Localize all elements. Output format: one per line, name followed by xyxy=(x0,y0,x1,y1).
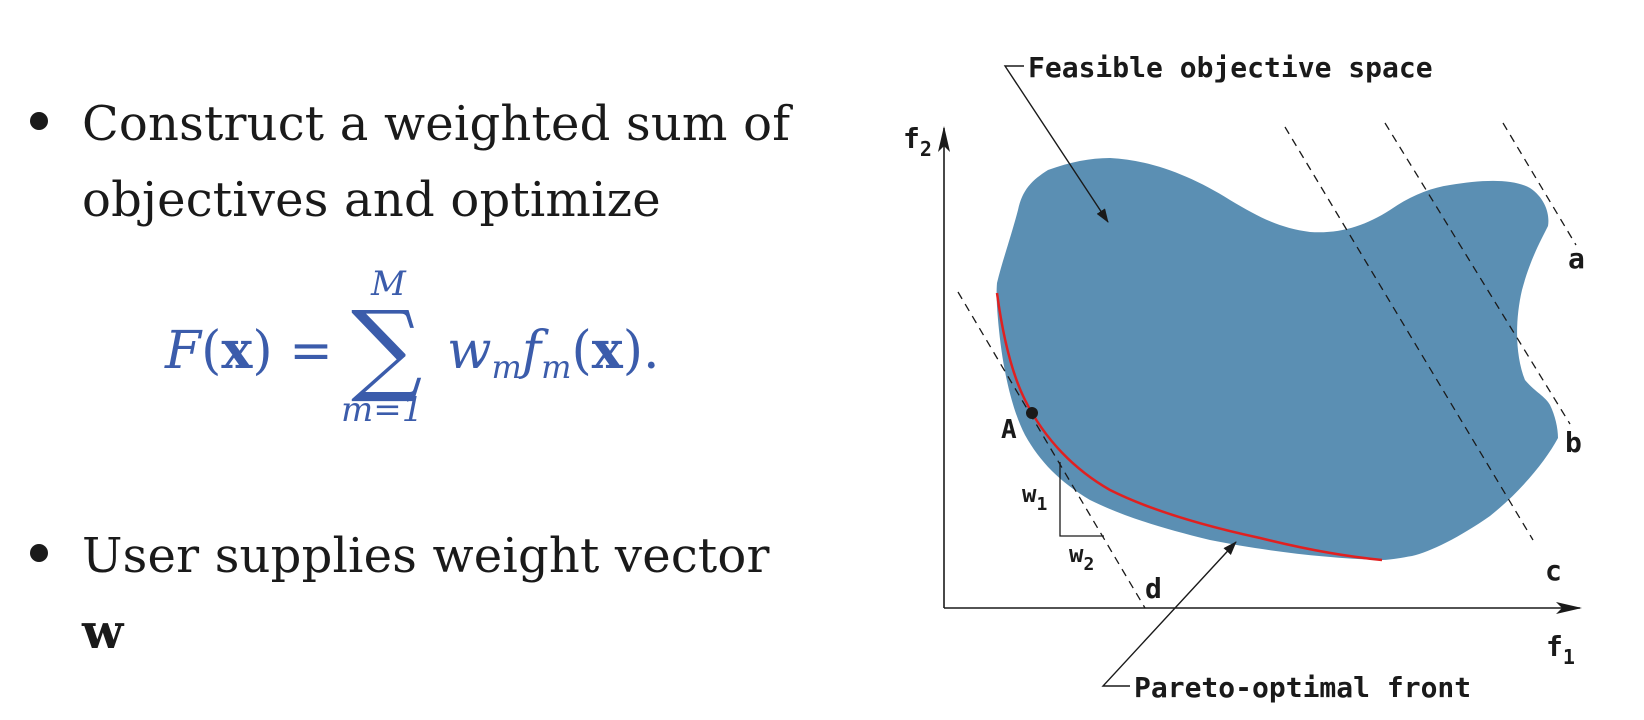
weight-triangle xyxy=(1059,462,1104,537)
y-axis-label: f2 xyxy=(903,122,932,161)
sum-lower-limit: m=1 xyxy=(341,390,424,430)
formula-rhs-x: x xyxy=(591,320,623,381)
formula-x: x xyxy=(221,320,253,381)
x-axis-label: f1 xyxy=(1546,630,1575,669)
line-a-label: a xyxy=(1568,242,1585,275)
formula-rhs-open: ( xyxy=(571,321,592,381)
dashed-line-b xyxy=(1384,122,1571,425)
formula-w-sub: m xyxy=(491,348,522,386)
bullet-text: Construct a weighted sum of objectives a… xyxy=(82,86,790,238)
formula-rhs: wmfm(x). xyxy=(447,320,660,386)
sum-upper-limit: M xyxy=(371,264,406,304)
formula-F: F xyxy=(165,321,202,381)
bullet-line-2: objectives and optimize xyxy=(82,172,661,228)
bullet-weight-vector: User supplies weight vector w xyxy=(30,518,810,670)
formula-f: f xyxy=(521,321,542,381)
line-b-label: b xyxy=(1565,426,1582,459)
line-d-label: d xyxy=(1145,572,1162,605)
feasible-region xyxy=(996,158,1558,560)
formula-equals: = xyxy=(289,321,333,381)
feasible-label: Feasible objective space xyxy=(1028,51,1433,84)
formula-paren-open: ( xyxy=(201,321,222,381)
sum-symbol: ∑ xyxy=(351,289,423,406)
bullet-dot xyxy=(30,544,48,562)
w2-label: w2 xyxy=(1069,540,1094,575)
feasible-leader xyxy=(1003,65,1109,223)
formula-rhs-close: ). xyxy=(622,321,660,381)
formula-f-sub: m xyxy=(541,348,572,386)
dashed-line-a xyxy=(1502,122,1577,246)
dashed-line-d xyxy=(957,291,1146,609)
bullet-dot xyxy=(30,112,48,130)
dashed-line-c xyxy=(1284,126,1534,541)
bullet-weighted-sum: Construct a weighted sum of objectives a… xyxy=(30,86,810,238)
bullet-2-text: User supplies weight vector xyxy=(82,528,770,584)
formula-paren-close: ) xyxy=(252,321,273,381)
weighted-sum-formula: F(x) = M ∑ m=1 wmfm(x). xyxy=(165,264,725,440)
formula-lhs: F(x) = xyxy=(165,320,333,381)
bullet-line-1: Construct a weighted sum of xyxy=(82,96,791,152)
point-a-label: A xyxy=(1001,415,1017,445)
pareto-front xyxy=(995,292,1383,562)
pareto-leader xyxy=(1101,541,1237,687)
w1-label: w1 xyxy=(1022,480,1047,515)
point-a-marker xyxy=(1026,407,1038,419)
bullet-2-bold-w: w xyxy=(82,604,124,660)
line-c-label: c xyxy=(1545,554,1562,587)
bullet-text: User supplies weight vector w xyxy=(82,518,810,670)
formula-w: w xyxy=(447,321,492,381)
pareto-label: Pareto-optimal front xyxy=(1134,671,1471,704)
